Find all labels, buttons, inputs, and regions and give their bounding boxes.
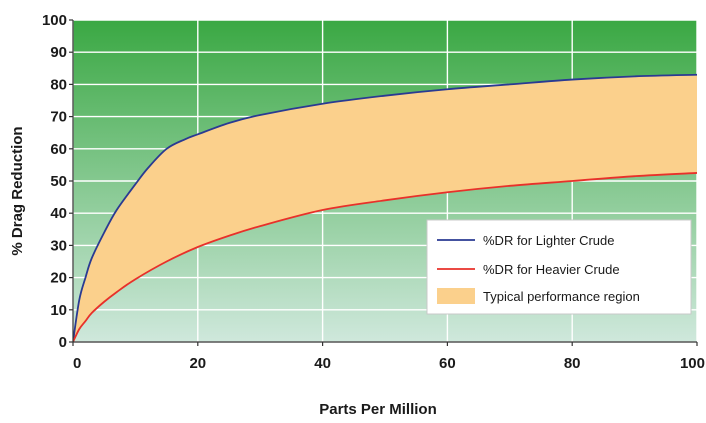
y-tick-label-10: 10 (50, 302, 67, 319)
x-axis-title: Parts Per Million (319, 401, 437, 418)
y-tick-label-20: 20 (50, 270, 67, 287)
x-tick-label-0: 0 (73, 355, 81, 372)
y-tick-label-60: 60 (50, 141, 67, 158)
x-tick-label-100: 100 (680, 355, 705, 372)
y-tick-label-50: 50 (50, 173, 67, 190)
performance-region (73, 74, 697, 342)
y-tick-label-30: 30 (50, 237, 67, 254)
y-tick-label-40: 40 (50, 205, 67, 222)
y-axis-title: % Drag Reduction (9, 126, 26, 255)
legend-label-performance-region: Typical performance region (483, 289, 640, 304)
x-tick-label-80: 80 (564, 355, 581, 372)
y-tick-label-80: 80 (50, 76, 67, 93)
legend-label-lighter-crude: %DR for Lighter Crude (483, 233, 615, 248)
y-tick-label-0: 0 (59, 334, 67, 351)
y-tick-label-90: 90 (50, 44, 67, 61)
legend-swatch-performance-region (437, 288, 475, 304)
y-tick-label-100: 100 (42, 12, 67, 29)
legend: %DR for Lighter Crude %DR for Heavier Cr… (426, 219, 692, 315)
x-tick-label-40: 40 (314, 355, 331, 372)
legend-label-heavier-crude: %DR for Heavier Crude (483, 262, 620, 277)
tick-labels: 0 10 20 30 40 50 60 70 80 90 100 0 20 40 60 80 100 (42, 12, 705, 372)
y-tick-label-70: 70 (50, 109, 67, 126)
x-tick-label-20: 20 (189, 355, 206, 372)
x-tick-label-60: 60 (439, 355, 456, 372)
series-line-lighter-crude (73, 73, 697, 342)
axes (69, 19, 698, 346)
series-line-heavier-crude (73, 172, 697, 342)
series-lines (73, 73, 697, 342)
